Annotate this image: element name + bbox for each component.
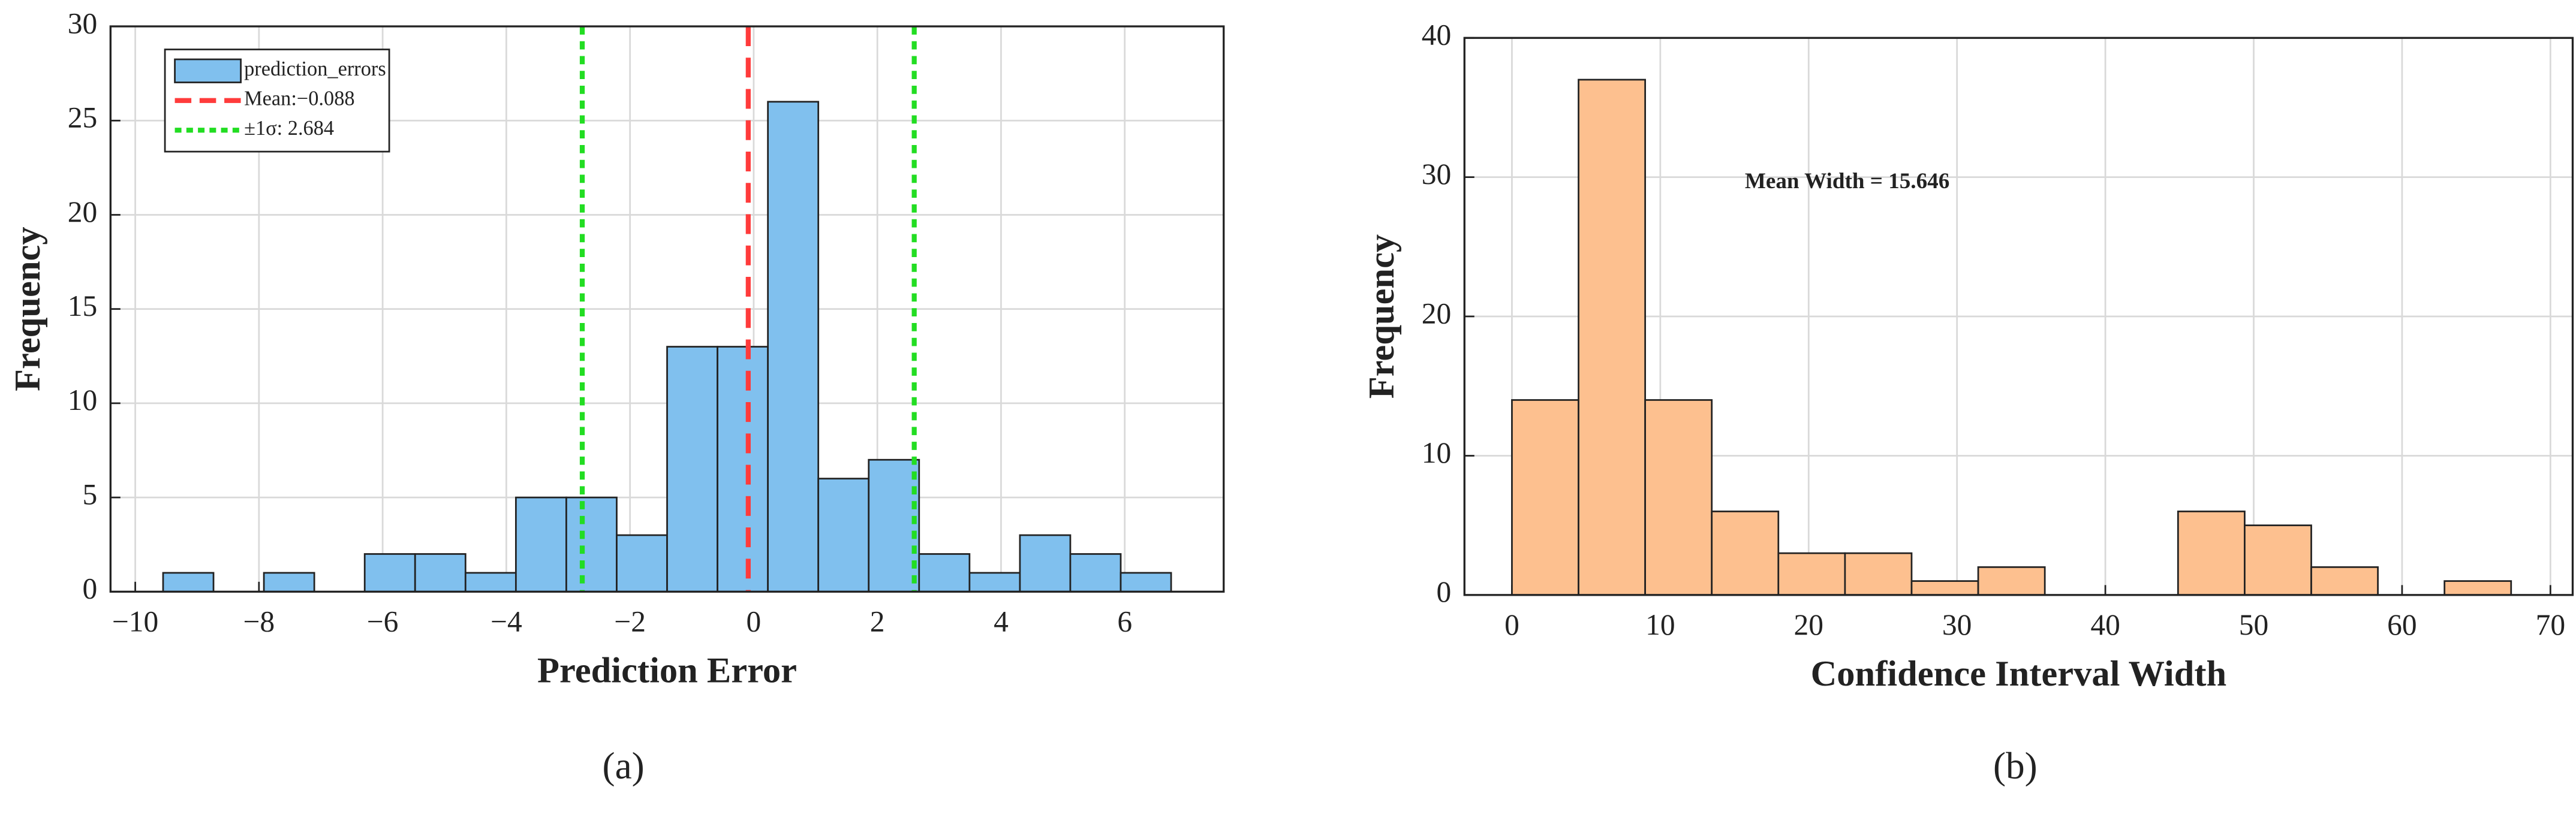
x-tick-label: 0 <box>1504 608 1519 641</box>
y-tick-label: 0 <box>83 572 98 605</box>
bar <box>263 572 315 593</box>
y-tick-label: 40 <box>1422 19 1452 52</box>
x-tick-label: −6 <box>367 605 399 638</box>
x-tick-label: 0 <box>747 605 762 638</box>
bar <box>464 572 517 593</box>
bar <box>1844 552 1913 596</box>
bar <box>616 534 668 593</box>
bar <box>1511 399 1579 596</box>
legend-label: ±1σ: 2.684 <box>244 117 334 140</box>
bar <box>565 496 618 593</box>
legend-label: prediction_errors <box>244 58 386 80</box>
y-tick-label: 15 <box>68 289 97 322</box>
bar <box>1069 553 1122 593</box>
x-tick-label: 10 <box>1645 608 1675 641</box>
x-tick-label: 50 <box>2239 608 2268 641</box>
y-tick-label: 20 <box>1422 297 1452 330</box>
bar <box>414 553 467 593</box>
plot-frame <box>109 25 1225 593</box>
y-tick-label: 20 <box>68 195 97 228</box>
y-tick-label: 0 <box>1437 575 1452 608</box>
y-tick-label: 10 <box>68 384 97 416</box>
bar <box>1644 399 1713 596</box>
bar <box>817 478 870 593</box>
y-tick-label: 30 <box>68 7 97 40</box>
legend-label: Mean:−0.088 <box>244 87 354 110</box>
bar <box>1711 511 1780 596</box>
y-axis-label: Frequency <box>1362 234 1402 399</box>
bar <box>767 101 820 593</box>
x-tick-label: 6 <box>1117 605 1132 638</box>
y-tick-label: 25 <box>68 101 97 134</box>
x-tick-label: 2 <box>870 605 885 638</box>
bar <box>2177 511 2246 596</box>
y-axis-label: Frequency <box>8 227 48 391</box>
bar <box>1019 534 1072 593</box>
bar <box>2310 566 2379 596</box>
y-tick-label: 30 <box>1422 158 1452 191</box>
x-tick-label: 4 <box>994 605 1009 638</box>
x-tick-label: 20 <box>1794 608 1824 641</box>
x-axis-label: Confidence Interval Width <box>1811 654 2227 694</box>
annotation: Mean Width = 15.646 <box>1745 169 1949 194</box>
x-tick-label: 30 <box>1942 608 1972 641</box>
bar <box>1578 79 1647 596</box>
bar <box>1977 566 2046 596</box>
bar <box>968 572 1021 593</box>
y-tick-label: 10 <box>1422 436 1452 469</box>
bar <box>918 553 971 593</box>
x-axis-label: Prediction Error <box>537 651 797 691</box>
caption: (a) <box>603 745 645 787</box>
x-tick-label: 40 <box>2090 608 2120 641</box>
bar <box>162 572 215 593</box>
legend-swatch <box>174 58 242 83</box>
bar <box>1777 552 1846 596</box>
bar <box>363 553 416 593</box>
plot-frame <box>1463 37 2574 596</box>
bar <box>1910 580 1979 596</box>
bar <box>514 496 567 593</box>
x-tick-label: 70 <box>2536 608 2566 641</box>
x-tick-label: −4 <box>490 605 522 638</box>
bar <box>2244 524 2312 596</box>
bar <box>666 346 718 593</box>
x-tick-label: 60 <box>2387 608 2416 641</box>
y-tick-label: 5 <box>83 478 98 511</box>
x-tick-label: −10 <box>112 605 158 638</box>
x-tick-label: −8 <box>243 605 275 638</box>
bar <box>868 458 920 593</box>
bar <box>1120 572 1172 593</box>
x-tick-label: −2 <box>614 605 646 638</box>
bar <box>717 346 769 593</box>
caption: (b) <box>1993 745 2038 787</box>
bar <box>2443 580 2512 596</box>
